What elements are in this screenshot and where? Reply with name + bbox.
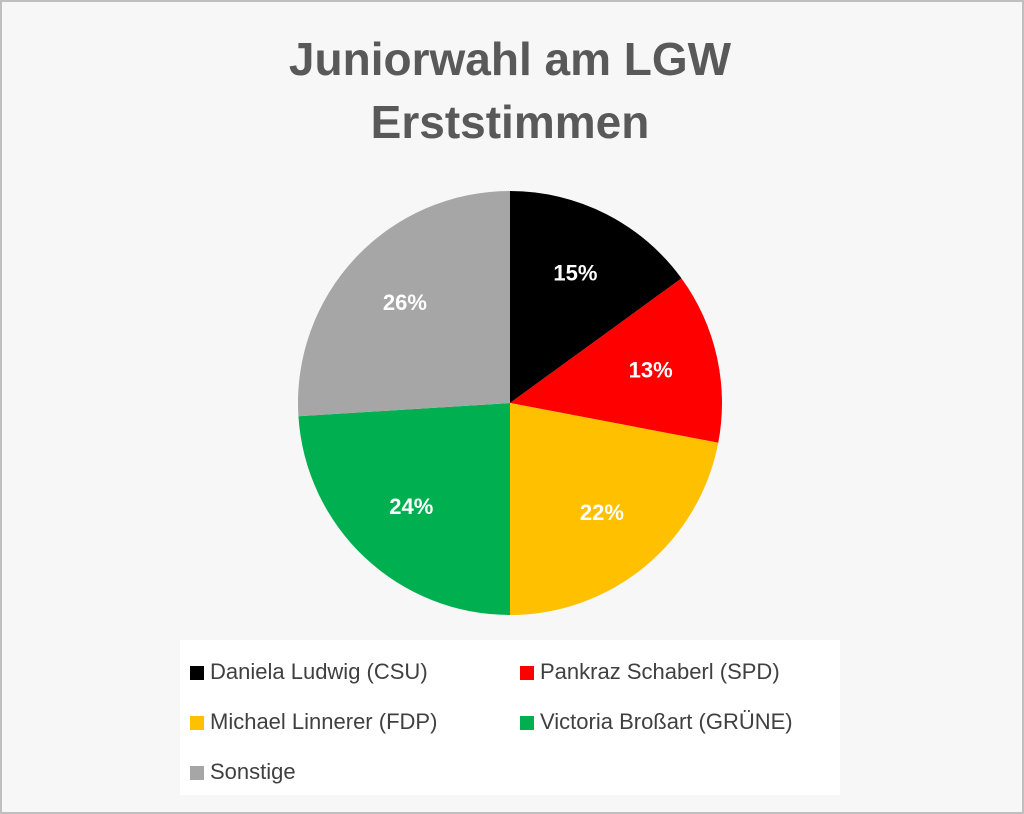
pie-slice [510,403,719,615]
legend-label: Sonstige [210,759,296,784]
data-label: 22% [580,500,624,525]
pie-slice [298,403,510,615]
chart-title: Erststimmen [371,96,650,148]
data-label: 15% [553,260,597,285]
legend-label: Pankraz Schaberl (SPD) [540,659,780,684]
legend-swatch [520,716,534,730]
data-label: 26% [383,290,427,315]
legend-swatch [190,666,204,680]
chart-title: Juniorwahl am LGW [289,33,732,85]
pie-slice [510,278,722,443]
data-label: 13% [629,357,673,382]
pie-slice [510,191,682,403]
data-label: 24% [389,494,433,519]
pie-slice [298,191,510,417]
legend-box [180,640,840,795]
legend-label: Daniela Ludwig (CSU) [210,659,428,684]
legend-swatch [190,766,204,780]
legend-label: Michael Linnerer (FDP) [210,709,437,734]
legend-swatch [520,666,534,680]
legend-label: Victoria Broßart (GRÜNE) [540,709,793,734]
legend-swatch [190,716,204,730]
